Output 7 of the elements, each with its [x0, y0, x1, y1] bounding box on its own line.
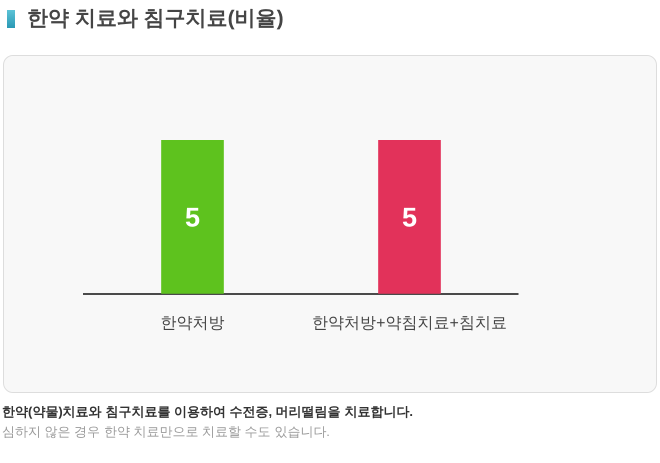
text: 심하지 않은 경우 한약 치료만으로 치료할 수도 있습니다.	[2, 423, 331, 441]
x-tick-label: 한약처방+약침치료+침치료	[312, 314, 507, 332]
chart-title: 한약 치료와 침구치료(비율)	[27, 6, 284, 32]
data-label: 5	[184, 202, 200, 232]
data-label: 5	[402, 202, 418, 232]
x-tick-label: 한약처방	[160, 314, 224, 332]
text: 한약(약물)치료와 침구치료를 이용하여 수전증, 머리떨림을 치료합니다.	[2, 403, 413, 421]
